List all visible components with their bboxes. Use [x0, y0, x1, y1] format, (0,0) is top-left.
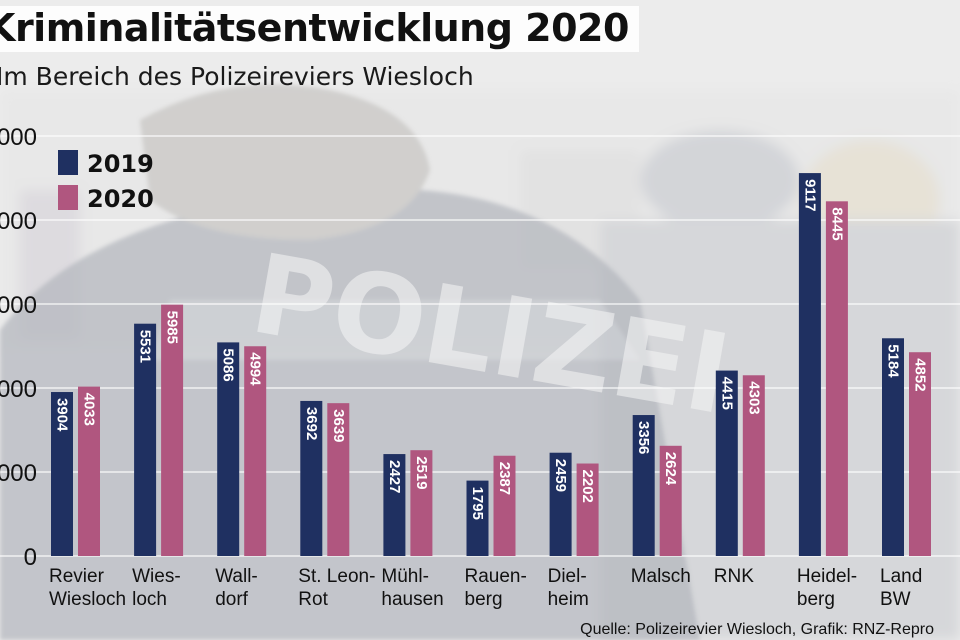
y-tick-label: 2000 [0, 460, 37, 487]
x-tick-label: Diel- [548, 566, 587, 587]
y-tick-label: 8000 [0, 208, 37, 235]
bar-2019 [632, 415, 655, 556]
bar-value-label: 3356 [635, 421, 652, 454]
chart-title: Kriminalitätsentwicklung 2020 [0, 6, 639, 52]
bar-value-label: 5086 [220, 348, 237, 381]
bar-value-label: 4852 [912, 358, 929, 391]
x-tick-label: Land [880, 566, 922, 587]
x-tick-label: Revier [49, 566, 105, 587]
bar-value-label: 5531 [137, 330, 154, 363]
bar-value-label: 1795 [469, 487, 486, 520]
x-tick-label: Mühl- [381, 566, 429, 587]
x-tick-label: berg [797, 589, 835, 610]
y-tick-label: 10000 [0, 124, 37, 151]
x-tick-label: Malsch [631, 566, 691, 587]
y-tick-label: 4000 [0, 376, 37, 403]
x-tick-label: Rauen- [465, 566, 527, 587]
bar-2019 [549, 452, 572, 556]
x-tick-label: RNK [714, 566, 754, 587]
x-tick-label: Wies- [132, 566, 181, 587]
bar-value-label: 3639 [330, 409, 347, 442]
bar-2020 [659, 445, 682, 556]
x-tick-label: Wiesloch [49, 589, 126, 610]
bar-2019 [715, 370, 738, 556]
bar-value-label: 2387 [496, 462, 513, 495]
legend-swatch-2020 [58, 185, 78, 210]
x-tick-label: BW [880, 589, 911, 610]
bar-2019 [217, 342, 240, 556]
bar-2020 [78, 386, 100, 556]
x-tick-label: Wall- [215, 566, 258, 587]
bar-2020 [576, 463, 599, 556]
bar-value-label: 3904 [54, 398, 71, 432]
bar-value-label: 2624 [662, 452, 679, 486]
x-tick-label: heim [548, 589, 589, 610]
bar-value-label: 2427 [386, 460, 403, 493]
bar-value-label: 2519 [413, 456, 430, 489]
bar-2019 [134, 323, 157, 556]
bar-value-label: 5184 [885, 344, 902, 378]
bar-2019 [383, 454, 406, 556]
bar-2019 [300, 400, 323, 556]
bar-2019 [882, 338, 904, 556]
source-credit: Quelle: Polizeirevier Wiesloch, Grafik: … [580, 621, 934, 638]
x-tick-label: dorf [215, 589, 248, 610]
bar-2020 [327, 403, 350, 556]
bar-value-label: 3692 [303, 407, 320, 440]
x-tick-label: loch [132, 589, 167, 610]
bar-2020 [742, 375, 765, 556]
x-tick-label: hausen [381, 589, 443, 610]
bar-2019 [466, 480, 489, 556]
bar-value-label: 5985 [164, 311, 181, 344]
bar-2020 [493, 455, 516, 556]
bar-2020 [909, 352, 931, 556]
x-tick-label: St. Leon- [298, 566, 375, 587]
bar-2020 [410, 450, 433, 556]
bar-value-label: 9117 [801, 179, 818, 212]
x-tick-label: Rot [298, 589, 328, 610]
bar-value-label: 4415 [718, 377, 735, 410]
bar-value-label: 8445 [828, 207, 845, 240]
bar-value-label: 4303 [745, 381, 762, 414]
bar-2020 [244, 346, 267, 556]
bar-2019 [798, 173, 821, 556]
bar-2020 [161, 304, 184, 556]
bar-value-label: 2202 [579, 470, 596, 503]
legend-label: 2020 [87, 185, 154, 213]
y-tick-label: 6000 [0, 292, 37, 319]
bar-2019 [51, 392, 73, 556]
x-tick-label: berg [465, 589, 503, 610]
bar-2020 [825, 201, 848, 556]
y-tick-label: 0 [24, 544, 37, 571]
bar-value-label: 4033 [81, 393, 98, 426]
chart-subtitle: Im Bereich des Polizeireviers Wiesloch [0, 62, 474, 91]
x-tick-label: Heidel- [797, 566, 857, 587]
legend-label: 2019 [87, 150, 154, 178]
legend-swatch-2019 [58, 150, 78, 175]
bar-value-label: 4994 [247, 352, 264, 386]
bar-value-label: 2459 [552, 459, 569, 492]
